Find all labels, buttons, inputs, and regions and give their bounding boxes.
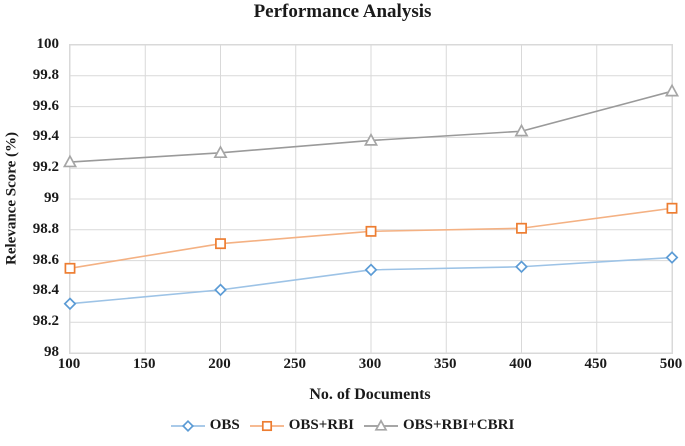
plot-area bbox=[62, 44, 680, 354]
square-legend-icon bbox=[249, 420, 284, 431]
x-tick-label: 400 bbox=[509, 356, 532, 372]
diamond-marker bbox=[515, 260, 528, 274]
square-marker bbox=[365, 225, 377, 237]
square-legend-marker bbox=[261, 420, 272, 431]
triangle-marker bbox=[62, 154, 78, 168]
y-tick-label: 98.6 bbox=[32, 251, 59, 268]
y-tick-label: 99.4 bbox=[32, 128, 59, 145]
x-tick-label: 200 bbox=[208, 356, 231, 372]
x-tick-label: 250 bbox=[283, 356, 307, 372]
y-tick-label: 98.4 bbox=[32, 282, 59, 299]
triangle-marker bbox=[664, 83, 680, 97]
y-tick-label: 99.6 bbox=[32, 97, 59, 114]
y-tick-label: 98 bbox=[44, 344, 59, 360]
x-tick-label: 150 bbox=[133, 356, 156, 372]
diamond-marker bbox=[665, 251, 679, 264]
y-tick-label: 100 bbox=[36, 36, 60, 52]
x-tick-label: 300 bbox=[358, 356, 382, 372]
triangle-marker bbox=[363, 132, 379, 146]
x-tick-label: 450 bbox=[584, 356, 608, 372]
x-tick-label: 100 bbox=[57, 356, 81, 372]
triangle-marker bbox=[514, 123, 529, 137]
triangle-legend-marker bbox=[374, 418, 388, 431]
diamond-legend-marker bbox=[181, 419, 194, 432]
legend-label: OBS bbox=[209, 417, 240, 433]
y-tick-label: 98.8 bbox=[32, 220, 59, 237]
legend-item-obs-rbi: OBS+RBI bbox=[249, 417, 354, 434]
legend-item-obs-rbi-cbri: OBS+RBI+CBRI bbox=[363, 417, 515, 434]
square-marker bbox=[666, 202, 678, 214]
legend-item-obs: OBS bbox=[170, 417, 240, 434]
plot-canvas bbox=[62, 44, 680, 354]
chart-title: Performance Analysis bbox=[253, 1, 432, 22]
y-tick-label: 99 bbox=[44, 190, 59, 206]
triangle-legend-icon bbox=[363, 418, 398, 431]
diamond-legend-icon bbox=[170, 419, 205, 432]
x-axis-title: No. of Documents bbox=[309, 386, 431, 403]
x-tick-label: 500 bbox=[659, 356, 683, 372]
y-tick-label: 99.2 bbox=[32, 159, 59, 176]
diamond-marker bbox=[63, 297, 77, 311]
y-tick-label: 98.2 bbox=[32, 313, 59, 330]
x-tick-label: 350 bbox=[434, 356, 457, 372]
square-marker bbox=[64, 262, 76, 274]
chart-legend: OBS OBS+RBI OBS+RBI+CBRI bbox=[0, 417, 685, 434]
y-tick-label: 99.8 bbox=[32, 66, 59, 83]
legend-label: OBS+RBI+CBRI bbox=[402, 417, 515, 433]
diamond-marker bbox=[214, 283, 227, 297]
diamond-marker bbox=[364, 263, 378, 277]
square-marker bbox=[215, 238, 226, 250]
square-marker bbox=[516, 222, 527, 234]
legend-label: OBS+RBI bbox=[288, 417, 354, 433]
triangle-marker bbox=[213, 145, 228, 159]
